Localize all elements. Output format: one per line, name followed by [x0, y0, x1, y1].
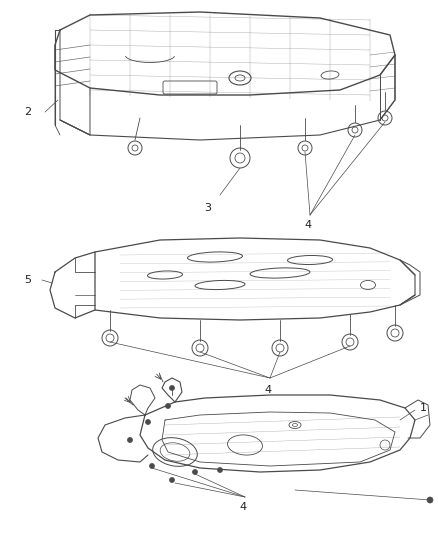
Circle shape [170, 385, 174, 391]
Circle shape [218, 467, 223, 472]
Text: 2: 2 [25, 107, 32, 117]
Text: 1: 1 [420, 403, 427, 413]
Ellipse shape [229, 71, 251, 85]
Circle shape [387, 325, 403, 341]
Circle shape [192, 340, 208, 356]
Circle shape [378, 111, 392, 125]
Circle shape [348, 123, 362, 137]
Circle shape [170, 478, 174, 482]
Circle shape [166, 403, 170, 408]
Circle shape [145, 419, 151, 424]
Circle shape [102, 330, 118, 346]
Circle shape [230, 148, 250, 168]
Circle shape [192, 470, 198, 474]
Text: 4: 4 [304, 220, 311, 230]
Text: 3: 3 [205, 203, 212, 213]
Circle shape [272, 340, 288, 356]
Text: 4: 4 [265, 385, 272, 395]
Circle shape [128, 141, 142, 155]
Circle shape [427, 497, 433, 503]
Circle shape [149, 464, 155, 469]
Circle shape [298, 141, 312, 155]
Circle shape [342, 334, 358, 350]
Text: 4: 4 [240, 502, 247, 512]
Circle shape [127, 438, 133, 442]
Text: 5: 5 [25, 275, 32, 285]
